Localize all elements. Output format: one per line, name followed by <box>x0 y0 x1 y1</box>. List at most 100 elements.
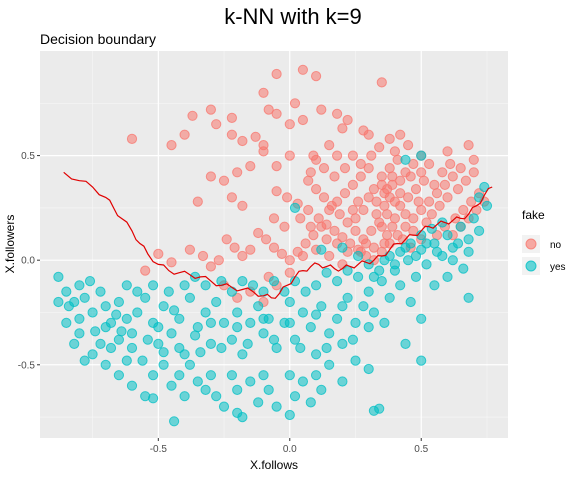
scatter-point-no <box>237 250 248 262</box>
scatter-point-yes <box>452 238 464 249</box>
scatter-point-no <box>347 204 358 216</box>
scatter-point-no <box>431 188 443 199</box>
scatter-point-yes <box>347 334 358 345</box>
scatter-point-yes <box>400 338 411 349</box>
scatter-point-yes <box>200 307 211 318</box>
legend: fake no yes <box>522 208 566 275</box>
scatter-point-no <box>371 196 382 207</box>
scatter-point-yes <box>468 213 479 224</box>
scatter-point-no <box>221 234 232 245</box>
scatter-point-yes <box>268 334 280 345</box>
scatter-point-no <box>376 77 387 88</box>
scatter-point-yes <box>479 181 490 193</box>
scatter-point-no <box>363 163 374 174</box>
scatter-point-no <box>339 188 351 199</box>
scatter-point-yes <box>87 307 98 318</box>
scatter-point-no <box>355 158 366 170</box>
scatter-point-yes <box>237 349 248 360</box>
scatter-point-no <box>282 192 293 203</box>
scatter-point-no <box>284 119 295 130</box>
chart-title: k-NN with k=9 <box>224 4 362 29</box>
scatter-point-yes <box>116 326 127 337</box>
scatter-point-no <box>271 108 282 119</box>
scatter-point-yes <box>211 296 222 308</box>
scatter-point-yes <box>169 305 180 316</box>
scatter-point-yes <box>463 292 474 303</box>
scatter-point-yes <box>174 370 185 381</box>
scatter-point-no <box>376 171 387 182</box>
scatter-point-yes <box>126 380 138 391</box>
scatter-point-no <box>205 171 216 182</box>
scatter-point-yes <box>332 276 343 287</box>
scatter-point-yes <box>379 317 390 328</box>
scatter-point-yes <box>279 286 290 297</box>
scatter-point-yes <box>184 292 195 303</box>
scatter-point-yes <box>61 317 72 328</box>
scatter-point-yes <box>311 349 322 360</box>
scatter-point-no <box>271 68 282 80</box>
scatter-point-no <box>342 114 353 126</box>
scatter-point-no <box>245 244 256 255</box>
scatter-point-yes <box>395 280 406 291</box>
scatter-point-no <box>258 87 269 98</box>
scatter-point-no <box>429 179 440 190</box>
scatter-point-no <box>271 186 282 197</box>
scatter-point-yes <box>174 313 185 324</box>
scatter-point-yes <box>363 322 374 333</box>
scatter-point-yes <box>53 271 64 282</box>
y-tick-label: -0.5 <box>18 360 36 371</box>
scatter-point-yes <box>289 202 301 213</box>
scatter-point-yes <box>205 317 216 328</box>
scatter-point-yes <box>200 384 211 395</box>
scatter-point-yes <box>113 334 125 345</box>
scatter-point-yes <box>284 317 295 328</box>
scatter-point-no <box>332 108 343 119</box>
scatter-point-yes <box>242 338 253 349</box>
scatter-point-no <box>311 71 322 82</box>
scatter-point-yes <box>350 355 361 366</box>
scatter-point-yes <box>284 370 295 381</box>
scatter-point-no <box>218 175 230 186</box>
scatter-point-no <box>321 234 332 245</box>
scatter-point-yes <box>295 342 306 354</box>
scatter-point-no <box>308 150 319 161</box>
scatter-point-yes <box>481 200 493 211</box>
scatter-point-no <box>384 163 395 174</box>
x-tick-label: -0.5 <box>150 444 168 455</box>
scatter-point-yes <box>253 301 264 312</box>
scatter-point-yes <box>297 307 308 318</box>
scatter-point-yes <box>63 301 75 312</box>
scatter-point-no <box>258 146 269 157</box>
scatter-point-yes <box>337 376 348 387</box>
scatter-point-yes <box>53 296 64 308</box>
scatter-point-yes <box>169 416 180 427</box>
scatter-point-no <box>403 140 414 151</box>
scatter-point-no <box>308 230 319 241</box>
scatter-point-yes <box>297 376 308 387</box>
scatter-point-no <box>305 167 316 178</box>
scatter-point-yes <box>79 292 90 303</box>
scatter-point-no <box>276 248 287 259</box>
scatter-point-no <box>211 119 222 130</box>
scatter-point-yes <box>205 370 216 381</box>
scatter-point-yes <box>403 255 414 266</box>
scatter-point-no <box>268 213 280 224</box>
scatter-point-no <box>313 213 324 224</box>
scatter-point-no <box>368 184 379 195</box>
scatter-point-no <box>455 163 466 174</box>
scatter-point-yes <box>74 280 85 291</box>
scatter-point-yes <box>247 280 259 291</box>
scatter-point-yes <box>376 276 387 287</box>
scatter-point-no <box>387 171 398 182</box>
scatter-point-no <box>153 248 164 259</box>
scatter-point-yes <box>148 280 159 291</box>
scatter-point-no <box>318 192 330 203</box>
y-axis: -0.5 0.0 0.5 <box>18 151 40 371</box>
scatter-point-yes <box>289 334 301 345</box>
scatter-point-no <box>271 161 282 172</box>
scatter-point-no <box>311 184 322 195</box>
scatter-point-no <box>424 196 435 207</box>
scatter-point-yes <box>211 391 222 402</box>
scatter-point-yes <box>455 221 466 232</box>
scatter-point-yes <box>389 259 400 270</box>
